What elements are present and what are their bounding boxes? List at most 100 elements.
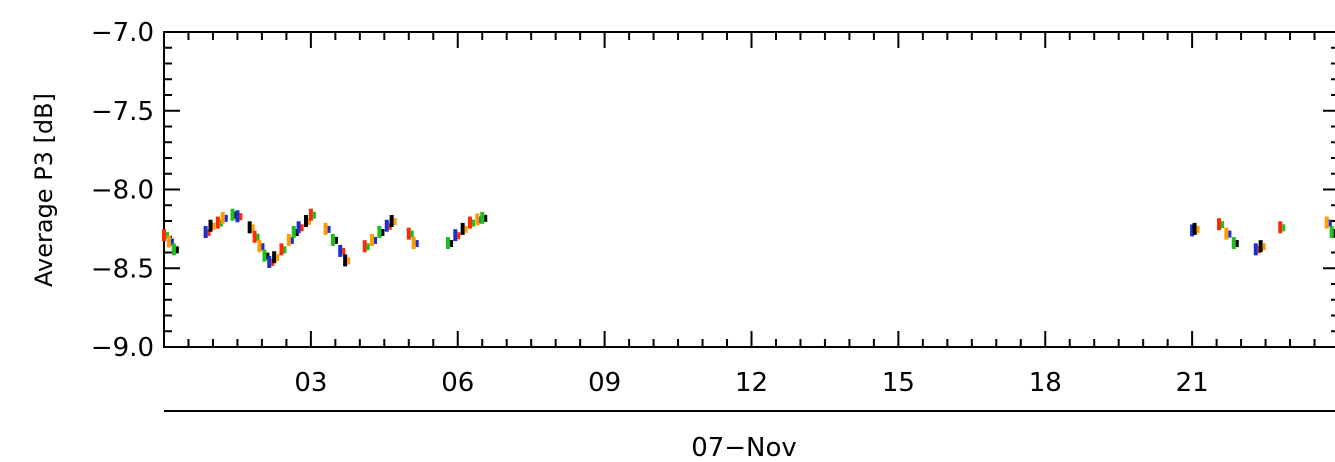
data-point-sample: [347, 257, 351, 265]
y-tick-label: −9.0: [91, 333, 154, 363]
data-point: [215, 216, 220, 229]
y-tick-label: −7.5: [91, 97, 154, 127]
data-point: [1329, 226, 1334, 239]
data-point: [389, 215, 394, 227]
data-point: [262, 249, 267, 262]
data-point: [1253, 243, 1258, 256]
data-point: [370, 233, 375, 246]
data-point-sample: [300, 224, 304, 232]
data-point: [220, 211, 225, 224]
y-tick-label: −8.0: [91, 176, 154, 206]
data-point-sample: [224, 214, 228, 222]
data-point-sample: [251, 224, 255, 232]
data-point-sample: [1333, 229, 1335, 237]
data-point: [291, 226, 296, 239]
x-tick-label: 06: [441, 368, 474, 398]
data-point: [480, 211, 485, 224]
data-point: [208, 219, 213, 232]
data-point: [1278, 221, 1283, 234]
data-points: [162, 208, 1335, 268]
data-point-sample: [464, 225, 468, 233]
y-tick-label: −8.5: [91, 254, 154, 284]
data-point-sample: [457, 232, 461, 240]
data-point: [384, 219, 389, 232]
y-axis-label: Average P3 [dB]: [30, 93, 58, 287]
data-point: [362, 240, 367, 253]
data-point: [279, 243, 284, 256]
data-point-sample: [307, 218, 311, 225]
data-point-sample: [207, 229, 211, 237]
data-point: [1190, 224, 1195, 237]
data-point-sample: [381, 229, 385, 237]
data-point: [166, 235, 171, 248]
x-tick-label: 15: [882, 368, 915, 398]
data-point-sample: [170, 238, 174, 246]
data-point-sample: [1235, 240, 1239, 248]
data-point: [230, 208, 235, 221]
data-point: [475, 213, 480, 226]
data-point: [1258, 240, 1263, 253]
data-point-sample: [410, 230, 414, 238]
data-point-sample: [1262, 243, 1266, 251]
data-point: [235, 210, 240, 223]
data-point-sample: [342, 247, 346, 255]
data-point-sample: [239, 213, 243, 221]
data-point-sample: [212, 222, 216, 230]
data-point: [330, 233, 335, 246]
data-point-sample: [1221, 221, 1225, 229]
data-point: [445, 237, 450, 250]
data-point-sample: [327, 225, 331, 233]
data-point: [1217, 218, 1222, 231]
data-point: [1192, 222, 1197, 235]
data-point-sample: [471, 219, 475, 227]
data-point-sample: [276, 254, 280, 262]
y-axis: −7.0 −7.5 −8.0 −8.5 −9.0: [91, 18, 1335, 363]
data-point: [1324, 216, 1329, 229]
x-tick-label: 09: [588, 368, 621, 398]
data-point: [162, 229, 166, 242]
data-point: [467, 216, 472, 229]
data-point-sample: [261, 243, 265, 251]
data-point: [247, 221, 252, 234]
data-point: [252, 230, 257, 243]
x-tick-label: 21: [1176, 368, 1209, 398]
data-point: [338, 244, 343, 257]
data-point-sample: [334, 236, 338, 244]
data-point-sample: [484, 214, 488, 222]
data-point: [303, 215, 308, 227]
data-point-sample: [366, 243, 370, 251]
data-point: [1224, 227, 1229, 240]
data-point-sample: [374, 236, 378, 244]
data-point: [377, 226, 382, 239]
data-point: [296, 221, 301, 234]
data-point-sample: [290, 236, 294, 244]
data-point-sample: [256, 233, 260, 241]
data-point-sample: [1282, 224, 1286, 232]
data-point-sample: [1196, 225, 1200, 233]
data-point-sample: [175, 246, 179, 254]
data-point: [411, 237, 416, 250]
data-point: [1231, 237, 1236, 250]
data-point: [308, 208, 313, 221]
data-point: [406, 227, 411, 240]
data-point: [460, 222, 465, 235]
data-point: [323, 222, 328, 235]
x-axis-label: 07−Nov: [691, 433, 797, 462]
x-tick-label: 03: [294, 368, 327, 398]
data-point-sample: [1228, 230, 1232, 238]
x-axis: 03 06 09 12 15 18 21: [163, 32, 1316, 398]
data-point: [203, 226, 208, 239]
data-point-sample: [1328, 219, 1332, 227]
data-point-sample: [393, 218, 397, 225]
data-point: [453, 229, 458, 242]
data-point-sample: [449, 240, 453, 248]
x-tick-label: 12: [735, 368, 768, 398]
data-point-sample: [283, 246, 287, 254]
data-point-sample: [415, 240, 419, 248]
data-point-sample: [312, 211, 316, 219]
plot-frame: [163, 31, 1335, 348]
y-tick-label: −7.0: [91, 18, 154, 48]
x-tick-label: 18: [1029, 368, 1062, 398]
data-point: [343, 254, 348, 267]
